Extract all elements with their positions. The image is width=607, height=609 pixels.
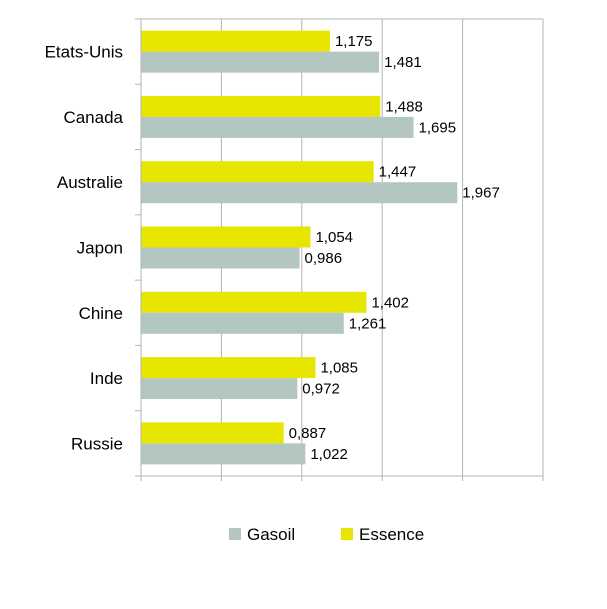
legend-label-essence: Essence: [359, 525, 424, 544]
axes: [135, 18, 544, 481]
bar-essence: [141, 95, 381, 117]
data-label: 0,986: [305, 250, 343, 267]
category-label: Australie: [57, 173, 123, 192]
bar-gasoil: [141, 312, 344, 334]
category-label: Canada: [63, 108, 123, 127]
data-label: 1,054: [315, 229, 353, 246]
category-label: Chine: [79, 304, 123, 323]
bar-gasoil: [141, 51, 380, 73]
bar-essence: [141, 226, 311, 248]
data-label: 1,022: [310, 446, 348, 463]
bar-essence: [141, 161, 374, 183]
bar-essence: [141, 291, 367, 313]
data-label: 1,967: [462, 185, 500, 202]
bar-gasoil: [141, 247, 300, 269]
category-labels: Etats-Unis Canada Australie Japon Chine Inde R…: [45, 43, 124, 454]
data-label: 0,887: [289, 425, 327, 442]
legend: Gasoil Essence: [229, 525, 424, 544]
bar-gasoil: [141, 443, 306, 465]
data-labels: 1,175 1,481 1,488 1,695 1,447 1,967 1,054 0,986…: [289, 33, 500, 463]
legend-label-gasoil: Gasoil: [247, 525, 295, 544]
bar-gasoil: [141, 116, 414, 138]
category-label: Japon: [77, 239, 123, 258]
legend-swatch-essence: [341, 528, 353, 540]
grid-lines: [141, 18, 544, 476]
bars: [141, 30, 458, 465]
data-label: 1,402: [371, 294, 409, 311]
category-label: Etats-Unis: [45, 43, 123, 62]
data-label: 1,695: [419, 119, 457, 136]
data-label: 1,488: [385, 98, 423, 115]
data-label: 1,447: [379, 164, 417, 181]
legend-swatch-gasoil: [229, 528, 241, 540]
data-label: 1,085: [320, 360, 358, 377]
bar-gasoil: [141, 182, 458, 204]
data-label: 1,261: [349, 315, 387, 332]
bar-essence: [141, 422, 284, 444]
category-label: Inde: [90, 369, 123, 388]
bar-gasoil: [141, 378, 298, 400]
category-label: Russie: [71, 434, 123, 453]
bar-essence: [141, 357, 316, 379]
data-label: 0,972: [302, 381, 340, 398]
data-label: 1,481: [384, 54, 422, 71]
data-label: 1,175: [335, 33, 373, 50]
bar-essence: [141, 30, 330, 52]
